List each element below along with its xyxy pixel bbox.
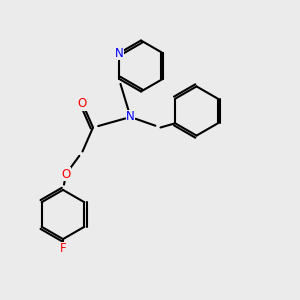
Text: N: N [115, 47, 123, 60]
Text: O: O [61, 167, 70, 181]
Text: F: F [60, 242, 66, 256]
Text: O: O [78, 97, 87, 110]
Text: N: N [126, 110, 135, 124]
